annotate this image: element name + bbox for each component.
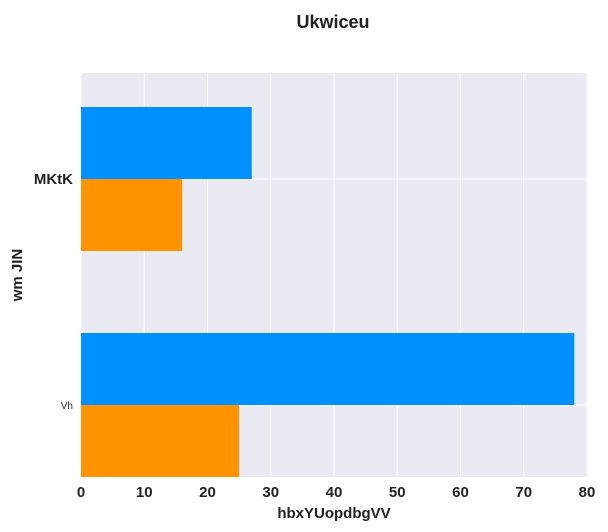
bar-vh-series-1 <box>81 333 575 405</box>
x-tick-label: 40 <box>326 484 343 501</box>
x-tick-label: 60 <box>452 484 469 501</box>
y-category-label: MKtK <box>34 171 73 188</box>
x-tick-label: 0 <box>77 484 85 501</box>
x-tick-label: 20 <box>199 484 216 501</box>
bar-mktk-series-2 <box>81 179 183 251</box>
y-axis-categories: MKtK Vh <box>34 171 73 412</box>
chart-title: Ukwiceu <box>296 12 369 32</box>
y-category-label: Vh <box>61 401 73 412</box>
x-axis-label: hbxYUopdbgVV <box>277 505 390 522</box>
x-axis-ticks: 0 10 20 30 40 50 60 70 80 <box>77 484 596 501</box>
x-tick-label: 70 <box>515 484 532 501</box>
y-axis-label: wm JIN <box>9 249 26 303</box>
x-tick-label: 50 <box>389 484 406 501</box>
bar-group <box>81 107 575 477</box>
bar-mktk-series-1 <box>81 107 252 179</box>
x-tick-label: 10 <box>136 484 153 501</box>
bar-vh-series-2 <box>81 405 240 477</box>
x-tick-label: 80 <box>579 484 596 501</box>
x-tick-label: 30 <box>262 484 279 501</box>
